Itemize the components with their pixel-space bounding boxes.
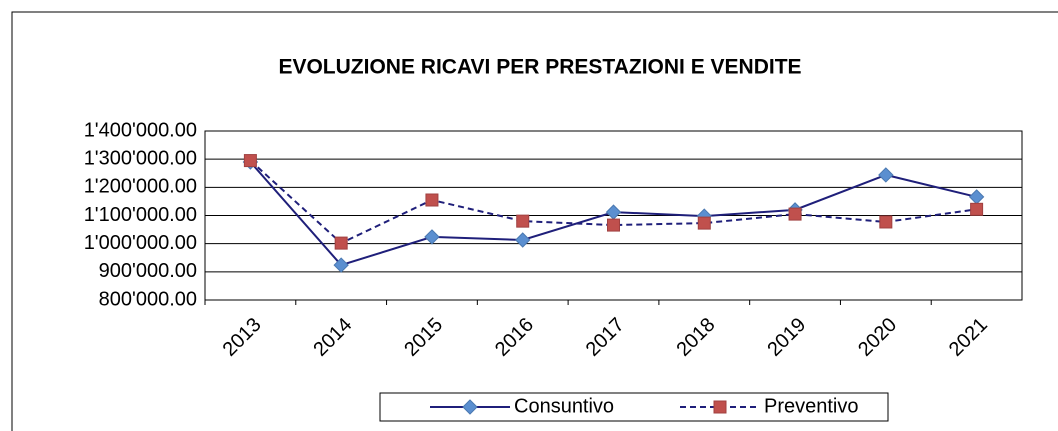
y-tick-label: 1'300'000.00 — [84, 147, 197, 169]
y-tick-label: 1'200'000.00 — [84, 176, 197, 198]
x-tick-label: 2019 — [763, 314, 810, 361]
legend-marker — [462, 399, 478, 415]
marker — [878, 167, 894, 183]
x-tick-label: 2015 — [400, 314, 447, 361]
marker — [516, 214, 530, 228]
marker — [333, 257, 349, 273]
x-tick-label: 2018 — [673, 314, 720, 361]
marker — [879, 215, 893, 229]
y-tick-label: 1'000'000.00 — [84, 232, 197, 254]
x-tick-label: 2013 — [219, 314, 266, 361]
marker — [968, 189, 985, 205]
marker — [424, 229, 440, 245]
x-tick-label: 2014 — [309, 314, 356, 361]
x-tick-label: 2016 — [491, 314, 538, 361]
legend-label: Preventivo — [764, 395, 859, 417]
y-tick-label: 900'000.00 — [99, 260, 197, 282]
marker — [515, 232, 531, 248]
marker — [334, 236, 348, 250]
legend-marker — [713, 400, 727, 414]
x-tick-label: 2021 — [945, 314, 992, 361]
marker — [243, 154, 257, 168]
x-tick-label: 2017 — [582, 314, 629, 361]
marker — [425, 193, 439, 207]
marker — [605, 204, 622, 220]
chart-title: EVOLUZIONE RICAVI PER PRESTAZIONI E VEND… — [278, 56, 801, 79]
marker — [788, 207, 802, 221]
marker — [970, 202, 984, 216]
y-tick-label: 1'100'000.00 — [84, 204, 197, 226]
legend-label: Consuntivo — [514, 395, 614, 417]
y-tick-label: 800'000.00 — [99, 288, 197, 310]
marker — [697, 216, 711, 230]
y-tick-label: 1'400'000.00 — [84, 119, 197, 141]
chart-border — [11, 11, 1058, 431]
x-tick-label: 2020 — [854, 314, 901, 361]
series-line — [249, 159, 977, 245]
marker — [607, 218, 620, 232]
